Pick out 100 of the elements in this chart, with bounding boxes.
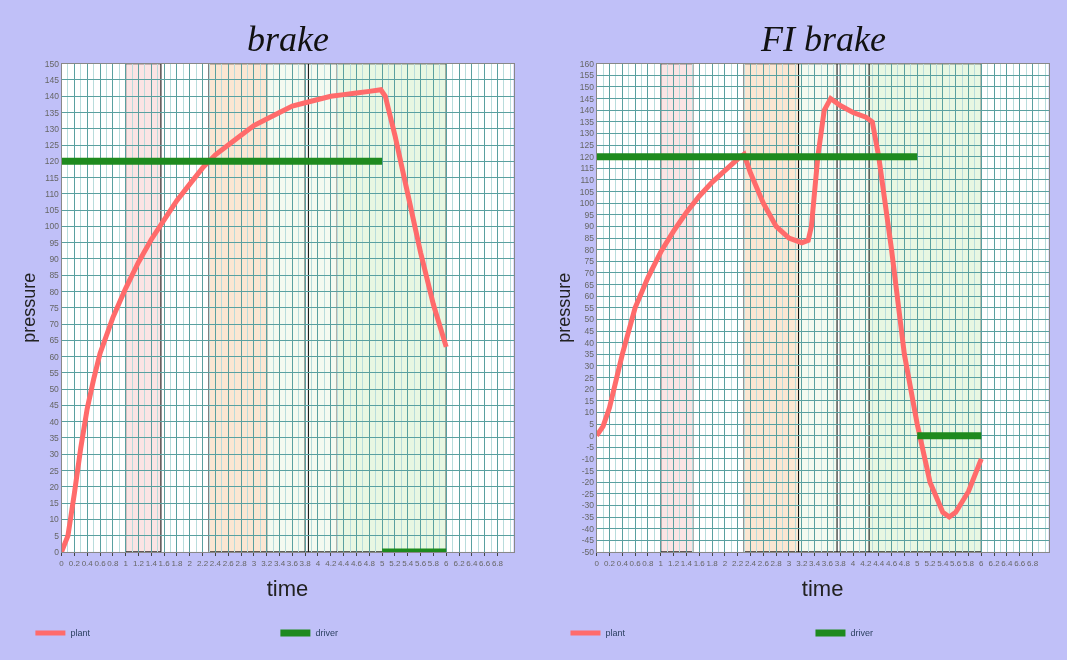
x-tick-label: 0.4	[81, 558, 94, 568]
y-tick-label: 80	[49, 286, 60, 297]
y-tick-label: 35	[49, 432, 60, 443]
y-tick-label: 25	[49, 465, 60, 476]
y-tick-label: 0	[589, 430, 595, 441]
y-tick-label: 115	[580, 163, 595, 174]
y-tick-label: 90	[584, 221, 595, 232]
x-tick-label: 0.8	[642, 558, 655, 568]
x-tick-label: 4	[850, 558, 856, 568]
chart-title: FI brake	[760, 19, 886, 59]
y-tick-label: 10	[49, 514, 60, 525]
y-tick-label: 40	[49, 416, 60, 427]
y-tick-label: -5	[586, 442, 595, 453]
x-tick-label: 1.2	[132, 558, 145, 568]
x-tick-label: 2.6	[757, 558, 770, 568]
x-tick-label: 6.2	[453, 558, 466, 568]
x-tick-label: 2	[722, 558, 728, 568]
x-tick-label: 0.2	[603, 558, 616, 568]
x-tick-label: 5.2	[924, 558, 937, 568]
x-tick-label: 0.2	[68, 558, 81, 568]
x-tick-label: 5	[379, 558, 385, 568]
x-tick-label: 3	[786, 558, 792, 568]
x-tick-label: 0.6	[94, 558, 107, 568]
y-tick-label: 135	[44, 107, 60, 118]
x-tick-label: 3	[251, 558, 257, 568]
x-tick-label: 6.4	[466, 558, 478, 568]
x-tick-label: 6.6	[479, 558, 491, 568]
x-tick-label: 4.8	[363, 558, 376, 568]
y-tick-label: -40	[581, 523, 595, 534]
x-tick-label: 1	[123, 558, 129, 568]
y-tick-label: 30	[584, 360, 595, 371]
x-tick-label: 1.4	[680, 558, 693, 568]
y-tick-label: 35	[584, 349, 595, 360]
y-tick-label: 20	[584, 384, 595, 395]
x-tick-label: 1.2	[668, 558, 680, 568]
x-axis-title: time	[801, 576, 844, 602]
x-tick-label: 1	[658, 558, 664, 568]
x-tick-label: 0.8	[107, 558, 119, 568]
y-tick-label: 85	[584, 233, 595, 244]
y-tick-label: 60	[584, 291, 595, 302]
x-tick-label: 6.8	[1027, 558, 1039, 568]
y-tick-label: 140	[579, 105, 595, 116]
x-tick-label: 3.2	[796, 558, 808, 568]
y-tick-label: 130	[44, 123, 60, 134]
y-tick-label: 145	[579, 93, 595, 104]
x-tick-label: 6.4	[1001, 558, 1014, 568]
y-tick-label: 25	[584, 372, 595, 383]
x-tick-label: 1.8	[706, 558, 719, 568]
x-tick-label: 5.4	[402, 558, 414, 568]
y-tick-label: 10	[584, 407, 595, 418]
x-tick-label: 5.4	[937, 558, 949, 568]
x-tick-label: 4.2	[325, 558, 337, 568]
x-tick-label: 5.8	[962, 558, 975, 568]
y-tick-label: 80	[584, 244, 595, 255]
y-tick-label: 50	[584, 314, 595, 325]
y-tick-label: -45	[581, 535, 595, 546]
y-tick-label: 95	[584, 209, 595, 220]
y-tick-label: 150	[44, 58, 60, 69]
chart-title: brake	[247, 19, 329, 59]
x-tick-label: 5.8	[427, 558, 440, 568]
y-tick-label: 120	[44, 156, 60, 167]
x-tick-label: 2.8	[235, 558, 248, 568]
y-tick-label: 30	[49, 449, 60, 460]
x-tick-label: 4.6	[885, 558, 898, 568]
y-tick-label: -25	[581, 488, 595, 499]
y-tick-label: 65	[584, 279, 595, 290]
x-tick-label: 3.4	[809, 558, 821, 568]
x-tick-label: 6.2	[988, 558, 1001, 568]
y-tick-label: 160	[579, 58, 595, 69]
x-tick-label: 1.6	[158, 558, 171, 568]
x-tick-label: 5.2	[389, 558, 402, 568]
y-tick-label: -10	[581, 453, 595, 464]
y-tick-label: 100	[579, 198, 595, 209]
y-tick-label: 150	[579, 81, 595, 92]
x-tick-label: 5	[914, 558, 920, 568]
y-tick-label: 55	[49, 367, 60, 378]
x-tick-label: 2.8	[770, 558, 783, 568]
y-tick-label: 120	[579, 151, 595, 162]
y-tick-label: -35	[581, 512, 595, 523]
y-tick-label: 135	[579, 116, 595, 127]
y-tick-label: 145	[44, 74, 60, 85]
legend-label: driver	[850, 628, 873, 639]
x-tick-label: 1.6	[693, 558, 706, 568]
y-tick-label: 110	[45, 188, 60, 199]
y-tick-label: 115	[45, 172, 60, 183]
y-axis-title: pressure	[18, 272, 39, 343]
x-tick-label: 2.2	[732, 558, 744, 568]
y-tick-label: 100	[44, 221, 60, 232]
x-tick-label: 6	[443, 558, 449, 568]
y-tick-label: 90	[49, 253, 60, 264]
legend-label: plant	[605, 628, 626, 639]
y-tick-label: -15	[581, 465, 595, 476]
x-tick-label: 2	[187, 558, 193, 568]
y-tick-label: 5	[54, 530, 60, 541]
x-tick-label: 4.8	[898, 558, 911, 568]
y-tick-label: 75	[49, 302, 60, 313]
y-tick-label: 125	[44, 140, 60, 151]
y-tick-label: 55	[584, 302, 595, 313]
y-tick-label: 95	[49, 237, 60, 248]
legend-label: driver	[315, 628, 338, 639]
